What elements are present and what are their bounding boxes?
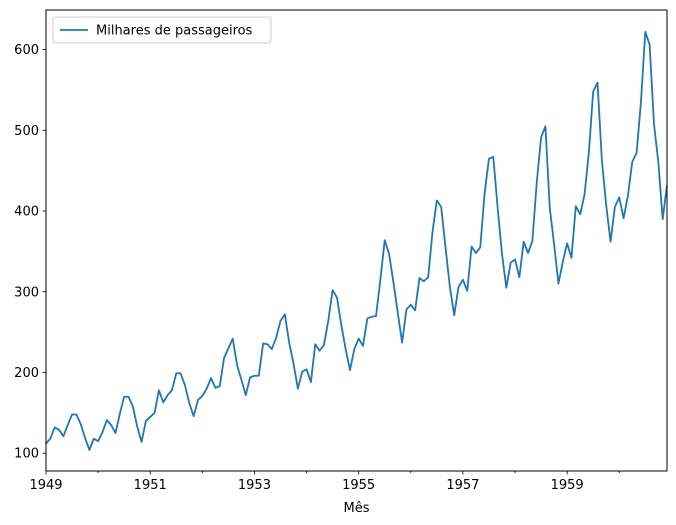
series-line	[45, 30, 668, 451]
y-axis: 100 200 300 400 500 600	[14, 43, 46, 462]
legend-box	[52, 16, 272, 44]
y-tick-label: 600	[14, 43, 39, 58]
x-tick-label: 1957	[446, 478, 479, 493]
y-tick-label: 500	[14, 124, 39, 139]
x-tick-label: 1959	[551, 478, 584, 493]
plot-frame	[45, 9, 668, 472]
y-tick-label: 100	[14, 447, 39, 462]
x-tick-label: 1953	[238, 478, 271, 493]
x-tick-label: 1955	[342, 478, 375, 493]
x-tick-label: 1949	[29, 478, 62, 493]
legend: Milhares de passageiros	[52, 16, 272, 44]
y-tick-label: 300	[14, 285, 39, 300]
legend-label: Milhares de passageiros	[96, 24, 253, 39]
y-tick-label: 400	[14, 205, 39, 220]
plot-area	[45, 30, 668, 451]
x-axis: 1949 1951 1953 1955 1957 1959	[29, 471, 620, 493]
y-tick-label: 200	[14, 366, 39, 381]
x-axis-label: Mês	[344, 501, 370, 516]
x-tick-label: 1951	[134, 478, 167, 493]
